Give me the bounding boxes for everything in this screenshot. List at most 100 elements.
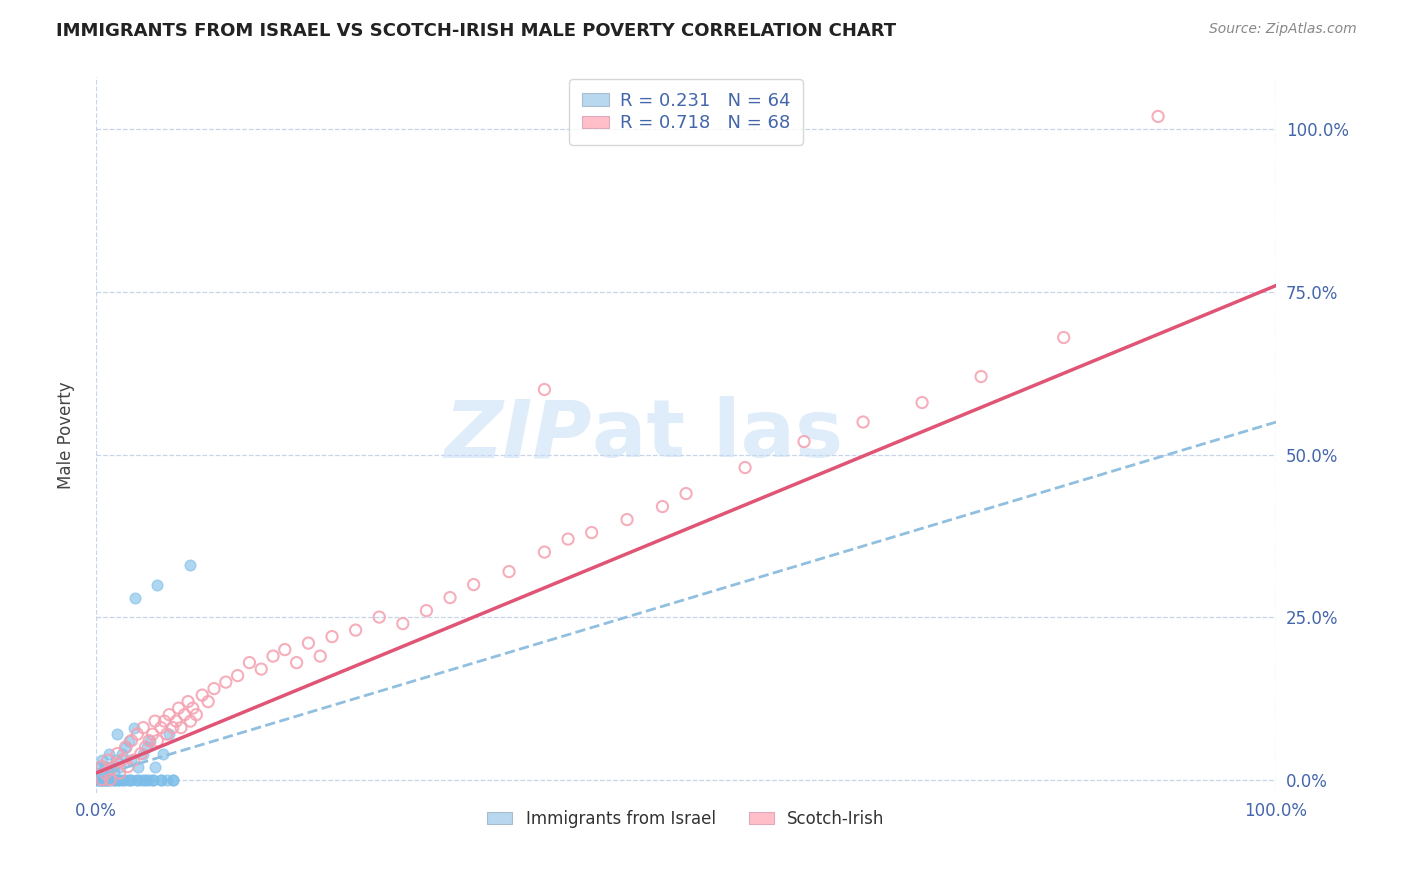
Point [149, 772, 172, 787]
Point [162, 772, 184, 787]
Point [104, 772, 127, 787]
Legend: Immigrants from Israel, Scotch-Irish: Immigrants from Israel, Scotch-Irish [481, 803, 891, 834]
Point [415, 604, 437, 618]
Point [120, 753, 142, 767]
Text: IMMIGRANTS FROM ISRAEL VS SCOTCH-IRISH MALE POVERTY CORRELATION CHART: IMMIGRANTS FROM ISRAEL VS SCOTCH-IRISH M… [56, 22, 897, 40]
Point [321, 630, 343, 644]
Point [132, 721, 155, 735]
Point [197, 695, 219, 709]
Point [970, 369, 993, 384]
Point [97, 753, 120, 767]
Point [142, 772, 165, 787]
Point [117, 772, 139, 787]
Point [793, 434, 815, 449]
Point [127, 772, 149, 787]
Point [120, 772, 142, 787]
Point [135, 740, 157, 755]
Point [146, 577, 169, 591]
Point [94, 772, 117, 787]
Point [107, 772, 129, 787]
Point [533, 383, 555, 397]
Point [89, 766, 111, 780]
Point [616, 512, 638, 526]
Point [122, 753, 145, 767]
Point [911, 395, 934, 409]
Point [191, 688, 214, 702]
Point [368, 610, 391, 624]
Point [149, 772, 172, 787]
Point [173, 707, 195, 722]
Point [186, 707, 208, 722]
Point [128, 759, 150, 773]
Point [135, 740, 157, 755]
Point [97, 766, 120, 780]
Point [177, 695, 200, 709]
Point [112, 772, 135, 787]
Point [179, 558, 201, 573]
Point [90, 772, 112, 787]
Point [120, 733, 142, 747]
Point [142, 772, 165, 787]
Point [439, 591, 461, 605]
Point [344, 623, 367, 637]
Point [675, 486, 697, 500]
Point [103, 772, 125, 787]
Point [179, 714, 201, 728]
Point [114, 740, 136, 755]
Point [97, 772, 120, 787]
Point [87, 759, 110, 773]
Point [157, 707, 180, 722]
Point [138, 772, 160, 787]
Point [162, 772, 184, 787]
Point [111, 753, 134, 767]
Point [581, 525, 603, 540]
Point [120, 772, 142, 787]
Point [94, 766, 117, 780]
Point [215, 675, 238, 690]
Point [89, 772, 111, 787]
Y-axis label: Male Poverty: Male Poverty [58, 381, 75, 489]
Point [274, 642, 297, 657]
Point [167, 701, 190, 715]
Point [91, 772, 114, 787]
Point [498, 565, 520, 579]
Point [98, 747, 121, 761]
Point [297, 636, 319, 650]
Point [143, 714, 166, 728]
Text: at las: at las [592, 396, 842, 474]
Point [157, 727, 180, 741]
Point [285, 656, 308, 670]
Point [93, 772, 115, 787]
Point [117, 759, 139, 773]
Point [165, 714, 187, 728]
Point [262, 649, 284, 664]
Point [107, 772, 129, 787]
Point [101, 772, 124, 787]
Point [852, 415, 875, 429]
Point [152, 747, 174, 761]
Point [105, 753, 128, 767]
Point [118, 733, 141, 747]
Text: ZIP: ZIP [444, 396, 592, 474]
Point [96, 772, 118, 787]
Point [86, 772, 108, 787]
Point [108, 766, 131, 780]
Point [96, 772, 118, 787]
Point [139, 733, 162, 747]
Point [557, 532, 579, 546]
Point [108, 772, 131, 787]
Point [156, 727, 179, 741]
Point [153, 714, 176, 728]
Point [90, 772, 112, 787]
Text: Source: ZipAtlas.com: Source: ZipAtlas.com [1209, 22, 1357, 37]
Point [1147, 110, 1170, 124]
Point [202, 681, 225, 696]
Point [129, 772, 152, 787]
Point [392, 616, 415, 631]
Point [238, 656, 260, 670]
Point [651, 500, 673, 514]
Point [94, 759, 117, 773]
Point [103, 766, 125, 780]
Point [129, 747, 152, 761]
Point [143, 759, 166, 773]
